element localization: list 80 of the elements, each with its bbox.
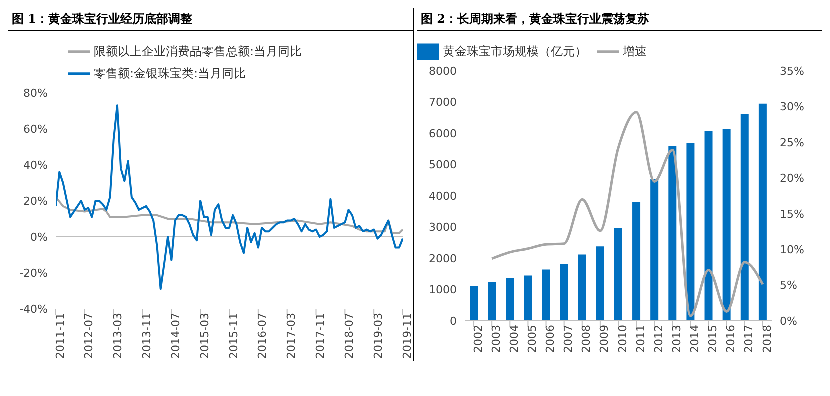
bar xyxy=(506,278,514,321)
y2-tick-label: 10% xyxy=(780,243,804,256)
x-tick-label: 2002 xyxy=(472,325,485,353)
bar xyxy=(524,276,532,321)
bar xyxy=(542,270,550,321)
legend-label: 限额以上企业消费品零售总额:当月同比 xyxy=(94,44,302,58)
y-tick-label: 3000 xyxy=(429,221,457,234)
y-tick-label: 8000 xyxy=(429,64,457,78)
x-tick-label: 2016 xyxy=(724,325,738,353)
bar xyxy=(668,146,677,321)
x-tick-label: 2005 xyxy=(526,325,540,353)
x-tick-label: 2018-07 xyxy=(342,313,356,359)
line-series xyxy=(56,104,403,290)
x-tick-label: 2013-03 xyxy=(112,313,125,359)
x-tick-label: 2013-11 xyxy=(140,313,154,359)
x-tick-label: 2014-07 xyxy=(169,313,182,359)
bar xyxy=(488,282,496,321)
bar xyxy=(560,264,568,321)
x-tick-label: 2012 xyxy=(652,325,666,353)
x-tick-label: 2011-11 xyxy=(54,313,67,359)
y-tick-label: 4000 xyxy=(429,190,457,203)
bar xyxy=(614,228,622,321)
y-tick-label: 80% xyxy=(24,86,48,100)
bar xyxy=(632,202,641,321)
bar xyxy=(704,131,713,321)
x-tick-label: 2019-11 xyxy=(400,313,414,359)
y-tick-label: 0% xyxy=(30,230,48,244)
y-tick-label: 60% xyxy=(24,122,48,136)
x-tick-label: 2007 xyxy=(562,325,576,353)
legend-label: 黄金珠宝市场规模（亿元） xyxy=(443,44,587,58)
x-tick-label: 2003 xyxy=(490,325,503,353)
bar xyxy=(686,144,695,321)
y-tick-label: 6000 xyxy=(429,127,457,140)
x-tick-label: 2009 xyxy=(598,325,612,353)
x-tick-label: 2017-03 xyxy=(285,313,298,359)
x-tick-label: 2019-03 xyxy=(372,313,385,359)
y-tick-label: 2000 xyxy=(429,252,457,266)
y-tick-label: 0 xyxy=(450,314,457,328)
y-tick-label: -40% xyxy=(20,302,48,316)
y2-tick-label: 30% xyxy=(780,100,804,114)
legend-label: 增速 xyxy=(623,44,647,58)
x-tick-label: 2013 xyxy=(670,325,684,353)
bar xyxy=(578,254,586,321)
bar xyxy=(740,114,749,321)
y2-tick-label: 20% xyxy=(780,172,804,186)
x-tick-label: 2015 xyxy=(706,325,720,353)
x-tick-label: 2008 xyxy=(580,325,594,353)
x-tick-label: 2014 xyxy=(688,325,702,353)
chart-title: 图 1：黄金珠宝行业经历底部调整 xyxy=(8,8,413,31)
bar xyxy=(722,129,731,321)
y2-tick-label: 5% xyxy=(780,279,798,292)
x-tick-label: 2017 xyxy=(742,325,756,353)
bar xyxy=(758,104,767,321)
x-tick-label: 2010 xyxy=(616,325,630,353)
y-tick-label: 7000 xyxy=(429,96,457,110)
x-tick-label: 2004 xyxy=(508,325,521,353)
y-tick-label: 5000 xyxy=(429,158,457,172)
x-tick-label: 2015-03 xyxy=(198,313,212,359)
line-series xyxy=(490,111,764,318)
x-tick-label: 2017-11 xyxy=(314,313,328,359)
x-tick-label: 2016-07 xyxy=(256,313,270,359)
y2-tick-label: 15% xyxy=(780,208,804,221)
bar xyxy=(470,286,478,321)
y-tick-label: 20% xyxy=(24,194,48,208)
y-tick-label: 40% xyxy=(24,158,48,172)
x-tick-label: 2015-11 xyxy=(227,313,240,359)
line-series xyxy=(56,196,403,234)
x-tick-label: 2018 xyxy=(760,325,774,353)
chart-title: 图 2：长周期来看，黄金珠宝行业震荡复苏 xyxy=(417,8,822,31)
y2-tick-label: 35% xyxy=(780,64,804,78)
bar xyxy=(596,246,604,321)
x-tick-label: 2011 xyxy=(634,325,648,353)
y-tick-label: 1000 xyxy=(429,284,457,297)
legend-label: 零售额:金银珠宝类:当月同比 xyxy=(94,66,246,80)
y2-tick-label: 0% xyxy=(780,314,798,328)
y2-tick-label: 25% xyxy=(780,136,804,150)
x-tick-label: 2012-07 xyxy=(82,313,96,359)
y-tick-label: -20% xyxy=(20,266,48,280)
x-tick-label: 2006 xyxy=(544,325,558,353)
bar xyxy=(650,179,659,321)
